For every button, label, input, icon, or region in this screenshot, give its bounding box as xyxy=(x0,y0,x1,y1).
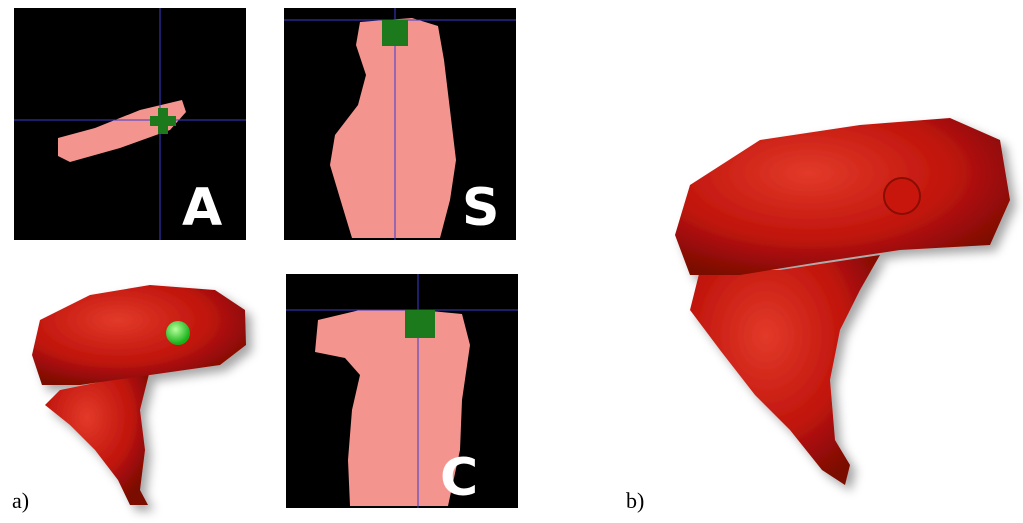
caption: a) xyxy=(12,488,29,513)
panel-label: A xyxy=(182,178,222,238)
caption: b) xyxy=(626,488,644,513)
render-small xyxy=(32,285,246,505)
panel-axial: A xyxy=(14,8,246,240)
panel-coronal: C xyxy=(286,274,518,508)
panel-label: S xyxy=(462,178,499,238)
panel-sagittal: S xyxy=(284,8,516,240)
render-large xyxy=(675,118,1010,485)
panel-label: C xyxy=(440,448,478,508)
